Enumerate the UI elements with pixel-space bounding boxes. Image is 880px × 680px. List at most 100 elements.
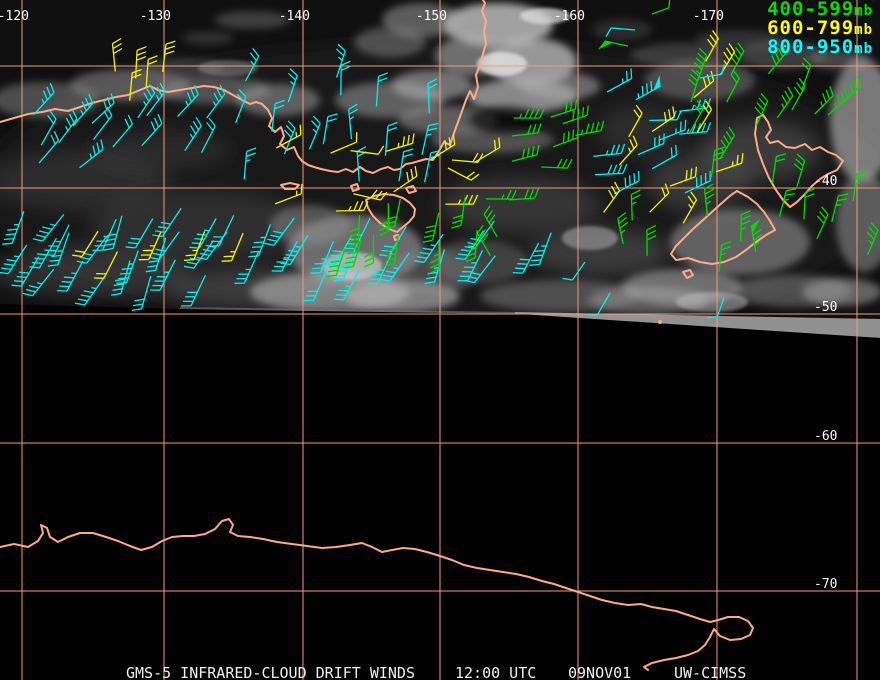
barb-staff xyxy=(694,47,708,82)
barb-staff xyxy=(335,43,346,78)
cloud-blob xyxy=(645,60,755,100)
wind-barb xyxy=(669,166,698,187)
wind-barb xyxy=(550,99,578,118)
wind-barb xyxy=(814,86,834,115)
barb-staff xyxy=(541,158,573,169)
wind-barb xyxy=(628,104,643,138)
barb-staff xyxy=(606,68,633,93)
barb-staff xyxy=(776,86,794,119)
barb-staff xyxy=(29,237,57,269)
barb-staff xyxy=(754,92,769,126)
wind-barb xyxy=(793,153,806,187)
barb-staff xyxy=(801,57,812,90)
cloud-blob xyxy=(392,70,472,100)
barb-staff xyxy=(92,106,113,140)
barb-staff xyxy=(593,143,626,157)
legend-unit: mb xyxy=(854,41,873,57)
wind-barb xyxy=(379,203,390,237)
wind-barb xyxy=(244,47,260,82)
barb-staff xyxy=(465,230,478,263)
barb-staff xyxy=(385,133,415,153)
barb-staff xyxy=(152,207,182,238)
coastline-king-island xyxy=(350,183,360,192)
wind-barb xyxy=(511,144,540,162)
wind-barb xyxy=(125,218,154,249)
wind-barb xyxy=(562,105,589,125)
wind-barb xyxy=(630,189,641,221)
cloud-blob xyxy=(520,72,600,100)
barb-staff xyxy=(310,240,335,274)
barb-staff xyxy=(348,215,361,248)
barb-staff xyxy=(243,147,257,180)
barb-staff xyxy=(196,231,228,261)
barb-staff xyxy=(343,239,362,269)
barb-staff xyxy=(840,76,862,105)
barb-staff xyxy=(326,248,346,278)
barb-staff xyxy=(445,194,479,205)
wind-barb xyxy=(340,60,351,96)
barb-staff xyxy=(651,144,678,170)
barb-staff xyxy=(116,250,139,285)
barb-staff xyxy=(303,268,328,302)
barb-staff xyxy=(79,139,104,169)
wind-barb xyxy=(200,117,216,153)
wind-barb xyxy=(791,77,806,111)
barb-staff xyxy=(103,215,123,251)
barb-staff xyxy=(200,117,216,153)
cloud-blob xyxy=(430,127,554,153)
wind-barb xyxy=(103,215,123,251)
barb-staff xyxy=(221,232,244,262)
wind-barb xyxy=(384,198,401,230)
wind-barb xyxy=(651,0,671,15)
barb-staff xyxy=(866,222,879,256)
barb-staff xyxy=(710,146,725,178)
wind-barb xyxy=(11,256,40,287)
barb-staff xyxy=(379,203,390,237)
wind-barb xyxy=(287,68,298,103)
wind-barb xyxy=(464,255,496,284)
barb-staff xyxy=(91,93,115,124)
barb-staff xyxy=(586,292,611,317)
wind-barb xyxy=(646,225,657,256)
legend-range: 400-599 xyxy=(767,0,855,20)
barb-staff xyxy=(340,60,351,96)
wind-barb xyxy=(47,232,70,267)
barb-staff xyxy=(451,197,466,229)
wind-barb xyxy=(771,153,787,184)
wind-barb xyxy=(162,40,176,73)
barb-staff xyxy=(335,200,369,212)
barb-staff xyxy=(248,223,272,258)
barb-staff xyxy=(131,275,152,312)
barb-staff xyxy=(476,224,492,257)
cloud-blob xyxy=(802,278,880,306)
caption-title: GMS-5 INFRARED-CLOUD DRIFT WINDS xyxy=(126,664,415,680)
legend-range: 800-950 xyxy=(767,36,855,58)
cloud-blob xyxy=(354,27,426,57)
barb-staff xyxy=(613,170,640,195)
wind-barb xyxy=(750,219,763,253)
barb-staff xyxy=(11,256,40,287)
barb-staff xyxy=(398,148,414,182)
wind-barb xyxy=(149,231,180,260)
wind-barb xyxy=(840,76,862,105)
barb-staff xyxy=(603,181,621,213)
wind-barb xyxy=(430,134,456,160)
barb-staff xyxy=(651,106,676,133)
wind-barb xyxy=(703,183,715,217)
cloud-blob xyxy=(592,19,652,41)
longitude-label: -130 xyxy=(140,9,171,24)
wind-barb xyxy=(183,231,206,262)
barb-staff xyxy=(628,104,643,138)
barb-staff xyxy=(550,99,578,118)
coastline-antarctica xyxy=(0,518,754,671)
barb-staff xyxy=(125,218,154,249)
barb-staff xyxy=(679,122,712,135)
wind-barb xyxy=(730,42,745,76)
wind-barb xyxy=(718,241,732,272)
latitude-label: -60 xyxy=(814,429,837,444)
barb-staff xyxy=(562,105,589,125)
barb-flag xyxy=(597,41,613,50)
barb-staff xyxy=(162,40,176,73)
wind-barb xyxy=(393,166,418,193)
